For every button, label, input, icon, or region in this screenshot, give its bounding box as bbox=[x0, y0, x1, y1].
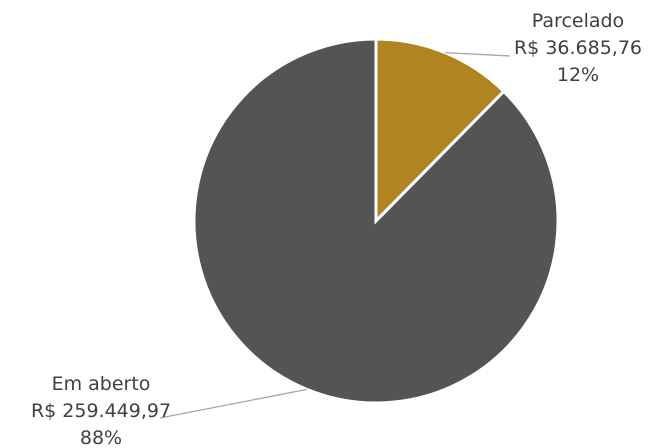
leader-lines bbox=[159, 51, 511, 419]
pie-slice-parcelado bbox=[374, 37, 506, 225]
leader-line-em-aberto bbox=[159, 388, 308, 419]
label-parcelado-name: Parcelado bbox=[532, 10, 624, 32]
label-parcelado-percent: 12% bbox=[557, 64, 599, 86]
label-em-aberto-percent: 88% bbox=[80, 427, 122, 448]
label-parcelado: Parcelado R$ 36.685,76 12% bbox=[514, 10, 642, 86]
pie-slice-em-aberto bbox=[192, 37, 560, 405]
label-parcelado-amount: R$ 36.685,76 bbox=[514, 37, 642, 59]
leader-line-parcelado bbox=[445, 51, 511, 57]
pie-slices bbox=[192, 37, 560, 405]
label-em-aberto: Em aberto R$ 259.449,97 88% bbox=[31, 373, 171, 448]
label-em-aberto-name: Em aberto bbox=[52, 373, 151, 395]
label-em-aberto-amount: R$ 259.449,97 bbox=[31, 400, 171, 422]
